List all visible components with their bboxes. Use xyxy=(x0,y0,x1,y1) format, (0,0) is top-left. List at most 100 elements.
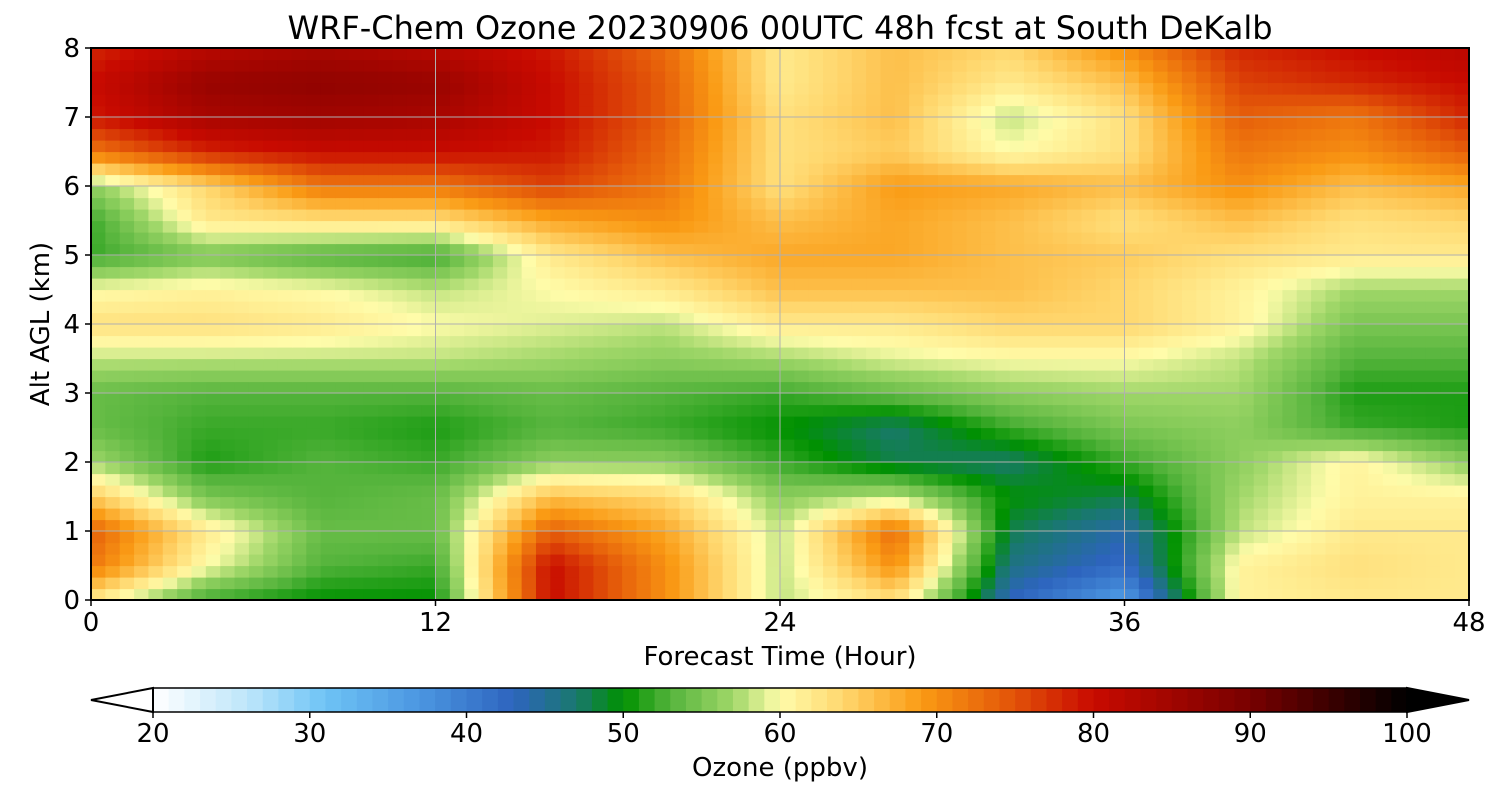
heatmap-cell xyxy=(392,439,408,452)
heatmap-cell xyxy=(435,48,451,61)
heatmap-cell xyxy=(1210,381,1226,394)
heatmap-cell xyxy=(794,220,810,233)
heatmap-cell xyxy=(105,393,121,406)
heatmap-cell xyxy=(349,105,365,118)
heatmap-cell xyxy=(650,462,666,475)
heatmap-cell xyxy=(1454,462,1470,475)
heatmap-cell xyxy=(995,289,1011,302)
heatmap-cell xyxy=(507,163,523,176)
heatmap-cell xyxy=(263,48,279,61)
heatmap-cell xyxy=(751,301,767,314)
heatmap-cell xyxy=(564,473,580,486)
heatmap-cell xyxy=(866,301,882,314)
heatmap-cell xyxy=(134,151,150,164)
heatmap-cell xyxy=(1354,393,1370,406)
heatmap-cell xyxy=(1354,554,1370,567)
colorbar-tick-label: 50 xyxy=(607,719,640,749)
heatmap-cell xyxy=(1181,531,1197,544)
heatmap-cell xyxy=(263,140,279,153)
heatmap-cell xyxy=(780,335,795,348)
heatmap-cell xyxy=(191,519,207,532)
heatmap-cell xyxy=(650,266,666,279)
heatmap-cell xyxy=(794,59,810,72)
heatmap-cell xyxy=(1425,255,1441,268)
heatmap-cell xyxy=(1382,197,1398,210)
heatmap-cell xyxy=(521,209,537,222)
heatmap-cell xyxy=(622,209,638,222)
heatmap-cell xyxy=(335,82,350,95)
heatmap-cell xyxy=(1239,312,1255,325)
heatmap-cell xyxy=(1153,462,1169,475)
heatmap-cell xyxy=(191,531,207,544)
heatmap-cell xyxy=(607,358,623,371)
heatmap-cell xyxy=(177,335,193,348)
heatmap-cell xyxy=(363,393,379,406)
heatmap-cell xyxy=(1339,404,1355,417)
heatmap-cell xyxy=(392,48,408,61)
heatmap-cell xyxy=(966,496,982,509)
heatmap-cell xyxy=(1167,335,1183,348)
heatmap-cell xyxy=(1311,266,1327,279)
heatmap-cell xyxy=(363,450,379,463)
heatmap-cell xyxy=(665,542,681,555)
heatmap-cell xyxy=(1153,347,1169,360)
heatmap-cell xyxy=(708,151,724,164)
heatmap-cell xyxy=(1181,370,1197,383)
heatmap-cell xyxy=(134,163,150,176)
heatmap-cell xyxy=(220,301,236,314)
heatmap-cell xyxy=(937,163,953,176)
heatmap-cell xyxy=(162,335,178,348)
heatmap-cell xyxy=(263,151,279,164)
heatmap-cell xyxy=(449,358,465,371)
heatmap-cell xyxy=(851,542,867,555)
heatmap-cell xyxy=(679,140,695,153)
heatmap-cell xyxy=(1454,588,1470,601)
heatmap-cell xyxy=(1167,278,1183,291)
heatmap-cell xyxy=(521,485,537,498)
heatmap-cell xyxy=(1296,347,1312,360)
heatmap-cell xyxy=(1339,554,1355,567)
heatmap-cell xyxy=(1009,462,1025,475)
heatmap-cell xyxy=(837,335,853,348)
heatmap-cell xyxy=(851,243,867,256)
heatmap-cell xyxy=(794,186,810,199)
heatmap-cell xyxy=(535,508,551,521)
heatmap-cell xyxy=(1081,197,1097,210)
heatmap-cell xyxy=(1239,243,1255,256)
heatmap-cell xyxy=(650,140,666,153)
heatmap-cell xyxy=(622,59,638,72)
heatmap-cell xyxy=(507,462,523,475)
heatmap-cell xyxy=(1024,140,1039,153)
heatmap-cell xyxy=(1382,140,1398,153)
heatmap-cell xyxy=(823,531,839,544)
heatmap-cell xyxy=(765,450,781,463)
heatmap-cell xyxy=(105,266,121,279)
heatmap-cell xyxy=(1081,381,1097,394)
heatmap-cell xyxy=(1253,232,1269,245)
heatmap-cell xyxy=(277,220,293,233)
colorbar-segment xyxy=(1171,688,1189,712)
heatmap-cell xyxy=(1153,232,1169,245)
plot-area xyxy=(90,47,1470,601)
heatmap-cell xyxy=(579,450,594,463)
y-tick-label: 7 xyxy=(63,103,80,133)
heatmap-cell xyxy=(693,496,709,509)
heatmap-cell xyxy=(593,94,609,107)
heatmap-cell xyxy=(134,393,150,406)
heatmap-cell xyxy=(650,519,666,532)
heatmap-cell xyxy=(1095,577,1111,590)
heatmap-cell xyxy=(363,427,379,440)
heatmap-cell xyxy=(550,278,566,291)
heatmap-cell xyxy=(909,197,925,210)
heatmap-cell xyxy=(665,370,681,383)
heatmap-cell xyxy=(894,105,910,118)
heatmap-cell xyxy=(306,473,322,486)
heatmap-cell xyxy=(1239,163,1255,176)
heatmap-cell xyxy=(335,519,350,532)
heatmap-cell xyxy=(234,312,250,325)
heatmap-cell xyxy=(894,324,910,337)
heatmap-cell xyxy=(191,565,207,578)
heatmap-cell xyxy=(923,531,939,544)
heatmap-cell xyxy=(1110,462,1126,475)
heatmap-cell xyxy=(894,186,910,199)
